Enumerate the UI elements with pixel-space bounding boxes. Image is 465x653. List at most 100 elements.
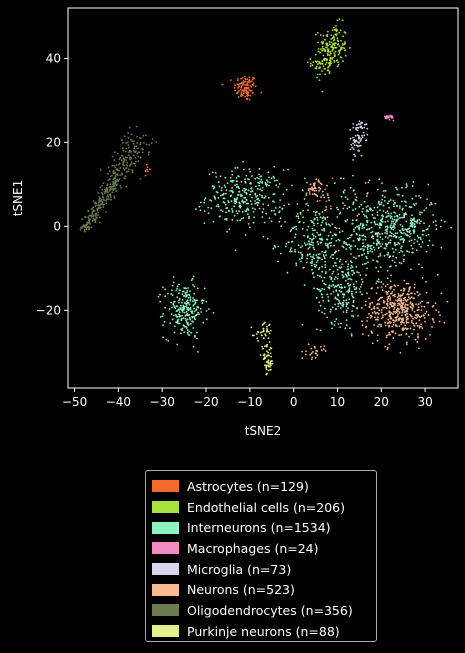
data-point — [321, 45, 324, 48]
data-point — [425, 234, 428, 237]
data-point — [146, 168, 148, 171]
data-point — [357, 135, 360, 137]
data-point — [311, 256, 314, 258]
data-point — [112, 189, 115, 192]
data-point — [291, 184, 293, 187]
data-point — [384, 211, 387, 214]
data-point — [352, 202, 355, 204]
data-point — [377, 299, 379, 301]
data-point — [110, 196, 112, 199]
data-point — [410, 239, 413, 242]
data-point — [277, 186, 280, 188]
data-point — [171, 294, 174, 297]
data-point — [351, 219, 354, 222]
data-point — [322, 41, 325, 43]
data-point — [369, 245, 372, 248]
data-point — [361, 136, 364, 139]
legend-entry: Endothelial cells (n=206) — [152, 497, 370, 518]
data-point — [236, 197, 239, 199]
data-point — [333, 286, 336, 289]
data-point — [318, 237, 321, 240]
data-point — [393, 288, 395, 291]
data-point — [342, 275, 345, 278]
data-point — [224, 203, 227, 206]
data-point — [349, 283, 352, 286]
data-point — [334, 42, 337, 45]
data-point — [395, 256, 398, 259]
data-point — [402, 229, 405, 232]
data-point — [319, 34, 322, 36]
data-point — [248, 78, 251, 81]
data-point — [321, 293, 323, 296]
data-point — [192, 304, 195, 307]
data-point — [337, 294, 339, 297]
data-point — [410, 268, 412, 271]
legend-label: Oligodendrocytes (n=356) — [187, 602, 353, 618]
data-point — [450, 226, 452, 229]
data-point — [247, 208, 250, 211]
data-point — [390, 235, 393, 238]
data-point — [247, 91, 250, 94]
data-point — [326, 245, 329, 248]
data-point — [249, 193, 251, 196]
data-point — [344, 49, 346, 52]
data-point — [319, 51, 322, 54]
data-point — [248, 98, 251, 101]
data-point — [395, 248, 397, 251]
data-point — [125, 142, 128, 144]
data-point — [273, 244, 276, 247]
data-point — [336, 39, 339, 42]
data-point — [328, 54, 331, 56]
data-point — [387, 237, 389, 239]
data-point — [314, 235, 317, 238]
data-point — [222, 201, 225, 204]
data-point — [348, 206, 351, 209]
data-point — [332, 35, 335, 38]
data-point — [336, 298, 339, 301]
data-point — [386, 346, 389, 349]
data-point — [374, 217, 376, 220]
data-point — [338, 260, 341, 263]
data-point — [314, 214, 317, 217]
data-point — [410, 315, 412, 317]
data-point — [105, 202, 108, 205]
data-point — [246, 91, 248, 94]
data-point — [352, 174, 354, 177]
data-point — [292, 227, 295, 230]
data-point — [352, 139, 355, 142]
data-point — [411, 225, 414, 228]
data-point — [415, 313, 417, 316]
data-point — [388, 343, 391, 346]
data-point — [413, 286, 416, 289]
data-point — [370, 221, 373, 224]
data-point — [116, 152, 119, 155]
data-point — [247, 202, 250, 205]
data-point — [187, 287, 189, 289]
data-point — [182, 306, 185, 308]
data-point — [197, 306, 200, 309]
data-point — [303, 234, 305, 237]
data-point — [266, 345, 268, 348]
data-point — [348, 290, 351, 292]
data-point — [133, 147, 136, 150]
data-point — [250, 203, 253, 206]
data-point — [440, 246, 443, 249]
data-point — [261, 345, 263, 348]
data-point — [123, 159, 125, 161]
data-point — [390, 226, 392, 229]
data-point — [326, 192, 329, 195]
data-point — [312, 210, 315, 213]
data-point — [126, 156, 129, 159]
data-point — [355, 219, 358, 222]
x-tick-label: 10 — [330, 395, 345, 409]
data-point — [390, 232, 393, 235]
data-point — [402, 299, 405, 302]
data-point — [398, 251, 401, 254]
data-point — [313, 257, 315, 260]
x-tick-label: −40 — [106, 395, 131, 409]
data-point — [263, 354, 265, 356]
data-point — [391, 259, 394, 262]
data-point — [109, 175, 112, 178]
data-point — [395, 299, 397, 302]
